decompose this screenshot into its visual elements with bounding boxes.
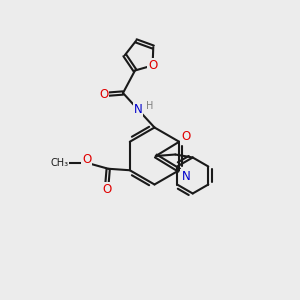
Text: O: O [148,59,157,72]
Text: O: O [102,183,111,196]
Text: O: O [181,130,190,143]
Text: CH₃: CH₃ [51,158,69,168]
Text: N: N [182,170,190,183]
Text: N: N [134,103,142,116]
Text: H: H [146,101,153,111]
Text: O: O [82,153,91,166]
Text: O: O [99,88,108,101]
